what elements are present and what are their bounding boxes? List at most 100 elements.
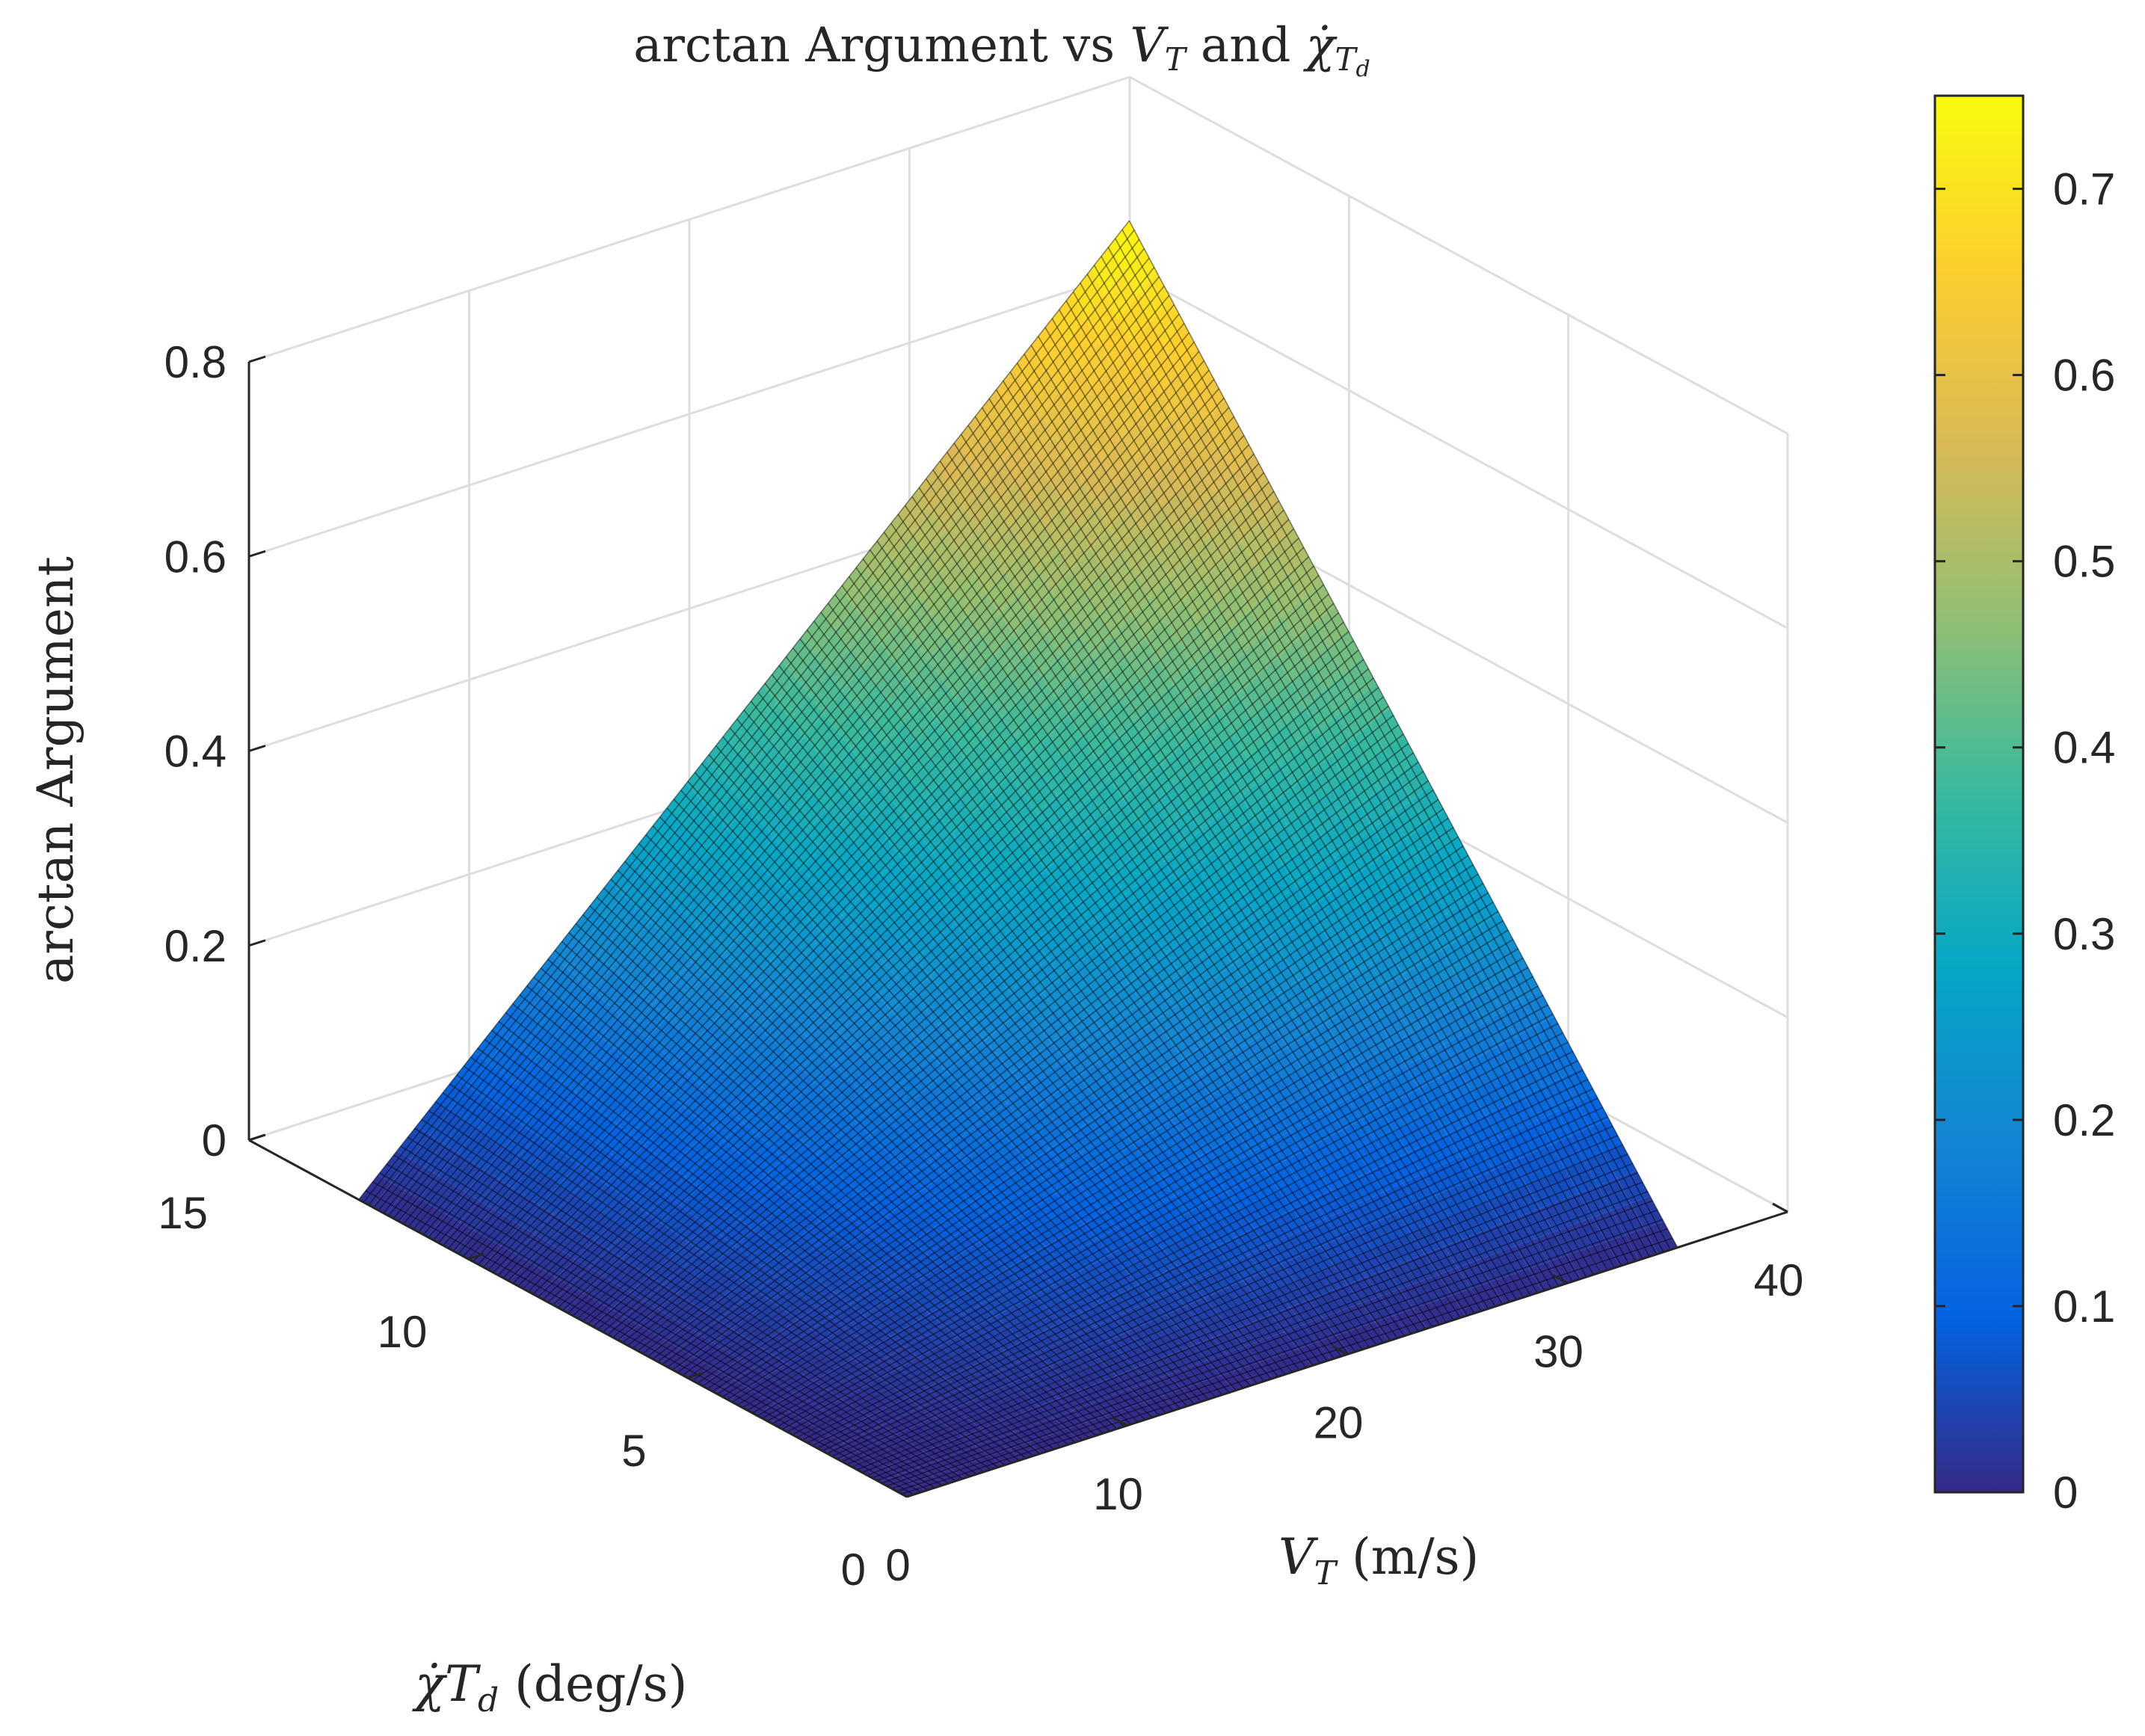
surface-patch	[721, 1219, 754, 1246]
surface-patch	[1180, 1156, 1213, 1186]
colorbar-tick-label: 0.4	[2053, 723, 2115, 773]
surface-patch	[1070, 1197, 1104, 1224]
mesh-line	[607, 686, 1379, 1335]
mesh-line	[659, 816, 1209, 1400]
surface-patch	[878, 762, 911, 801]
z-tick-label: 0	[202, 1115, 227, 1166]
surface-patch	[935, 923, 969, 958]
y-axis-label: χ̇Td (deg/s)	[412, 1655, 687, 1720]
surface-patch	[960, 869, 994, 906]
surface-patch	[851, 726, 884, 766]
surface-patch	[1438, 1068, 1472, 1102]
mesh-line	[498, 1021, 1047, 1453]
y-tick-label: 15	[158, 1188, 208, 1238]
mesh-line	[729, 727, 1279, 1377]
x-tick	[1551, 1273, 1569, 1284]
mesh-line	[953, 443, 1504, 1305]
surface-patch	[1014, 1424, 1047, 1443]
surface-patch	[460, 1201, 493, 1231]
mesh-line	[448, 388, 1219, 1249]
surface-patch	[1644, 1222, 1678, 1254]
mesh-line	[1121, 229, 1672, 1251]
surface-patch	[732, 981, 766, 1015]
surface-patch	[1337, 699, 1370, 740]
surface-patch	[787, 1351, 820, 1373]
surface-patch	[1089, 1185, 1122, 1213]
surface-patch	[833, 1219, 867, 1245]
mesh-line	[491, 1029, 1041, 1455]
surface-patch	[745, 1323, 779, 1346]
surface-patch	[1504, 1096, 1538, 1130]
surface-patch	[1276, 886, 1310, 923]
surface-patch	[1058, 1391, 1092, 1411]
surface-patch	[1477, 1047, 1510, 1082]
surface-patch	[1532, 1145, 1566, 1178]
surface-patch	[846, 1368, 880, 1389]
surface-patch	[912, 1368, 946, 1388]
surface-patch	[652, 1166, 686, 1195]
surface-patch	[781, 1236, 815, 1262]
surface-patch	[603, 1258, 636, 1284]
mesh-line	[771, 674, 1321, 1364]
surface-patch	[808, 1258, 842, 1284]
surface-patch	[795, 1247, 828, 1273]
surface-patch	[876, 1434, 910, 1451]
surface-patch	[1187, 422, 1220, 468]
surface-patch	[843, 667, 876, 709]
surface-patch	[1227, 985, 1261, 1020]
surface-patch	[976, 1438, 1009, 1456]
surface-patch	[1471, 1281, 1504, 1310]
surface-patch	[1419, 850, 1453, 889]
surface-patch	[1123, 530, 1157, 574]
surface-patch	[797, 1307, 831, 1330]
surface-patch	[455, 1230, 488, 1259]
surface-patch	[1021, 1104, 1054, 1135]
surface-patch	[1302, 579, 1335, 624]
surface-patch	[1161, 973, 1195, 1007]
surface-patch	[1554, 1225, 1587, 1255]
mesh-line	[657, 780, 1429, 1362]
surface-patch	[790, 696, 824, 737]
surface-patch	[1259, 1190, 1293, 1219]
surface-patch	[1339, 1229, 1373, 1258]
mesh-line	[642, 752, 1414, 1355]
mesh-line	[631, 852, 1181, 1409]
surface-patch	[1110, 221, 1143, 271]
surface-patch	[858, 996, 892, 1029]
surface-patch	[848, 625, 881, 668]
surface-patch	[721, 1047, 754, 1080]
surface-patch	[1059, 635, 1093, 677]
surface-patch	[1101, 437, 1135, 484]
surface-patch	[1139, 662, 1173, 703]
surface-patch	[902, 925, 936, 960]
surface-patch	[1312, 988, 1346, 1024]
surface-patch	[948, 1418, 982, 1437]
surface-patch	[1430, 1217, 1463, 1247]
surface-patch	[886, 1026, 920, 1059]
mesh-line	[562, 603, 1335, 1311]
surface-patch	[923, 1444, 957, 1461]
surface-patch	[962, 1303, 996, 1327]
surface-patch	[1037, 1010, 1071, 1043]
mesh-line	[373, 248, 1145, 1208]
surface-patch	[1183, 829, 1216, 867]
surface-patch	[1044, 1378, 1078, 1399]
surface-patch	[1169, 557, 1203, 600]
surface-patch	[1172, 1108, 1205, 1139]
surface-patch	[1281, 1068, 1315, 1101]
surface-patch	[801, 612, 835, 655]
surface-patch	[718, 1152, 751, 1181]
surface-patch	[819, 1349, 853, 1370]
surface-patch	[1067, 1289, 1101, 1313]
surface-patch	[925, 778, 958, 816]
surface-patch	[1010, 756, 1044, 795]
surface-patch	[452, 1161, 485, 1192]
surface-patch	[1116, 1217, 1150, 1244]
surface-patch	[1071, 269, 1105, 318]
surface-patch	[1332, 739, 1365, 781]
surface-patch	[1035, 436, 1069, 482]
mesh-line	[876, 541, 1427, 1330]
surface-patch	[1136, 1206, 1169, 1234]
surface-patch	[949, 1132, 982, 1161]
surface-patch	[641, 846, 675, 885]
